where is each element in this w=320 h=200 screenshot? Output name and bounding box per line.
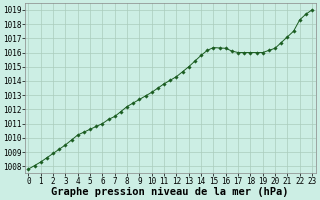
X-axis label: Graphe pression niveau de la mer (hPa): Graphe pression niveau de la mer (hPa) (52, 187, 289, 197)
